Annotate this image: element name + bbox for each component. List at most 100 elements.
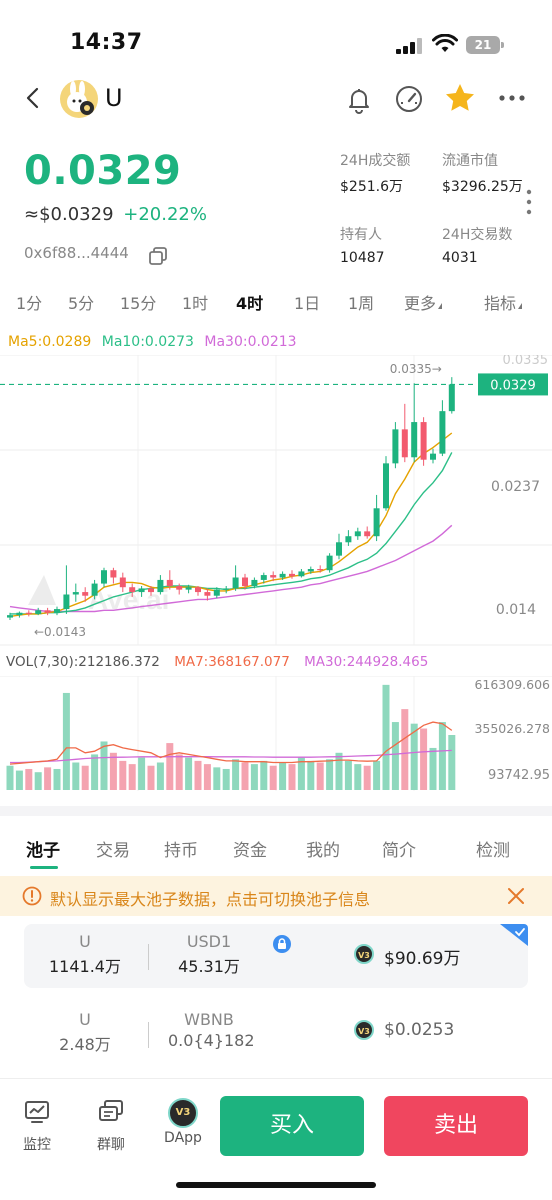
candle [148,586,154,596]
volume-bar [119,760,127,790]
volume-bar [25,768,33,790]
candle [260,572,267,584]
price-usd: ≈$0.0329 [24,204,114,225]
tab-more[interactable]: 更多 [404,290,443,314]
volume-bar [222,768,230,790]
pool-token-a: U 2.48万 [59,1010,111,1054]
high-price-label: 0.0335→ [390,362,442,376]
buy-button[interactable]: 买入 [220,1096,364,1156]
candle [223,586,230,594]
volume-bar [44,767,52,790]
tab-trades[interactable]: 交易 [96,841,130,861]
tab-4h[interactable]: 4时 [236,294,264,313]
candle [383,456,389,511]
nav-group-chat[interactable]: 群聊 [86,1098,136,1154]
tab-audit[interactable]: 检测 [476,841,510,861]
vol-label: VOL(7,30):212186.372 [6,654,160,670]
price-change: +20.22% [123,204,207,225]
candle [44,607,51,616]
tab-1d[interactable]: 1日 [294,294,321,313]
more-options-icon[interactable] [498,86,526,110]
divider [148,1022,149,1048]
candle [176,583,183,595]
volume-bar [166,743,174,790]
candle [373,494,380,542]
volume-bar [53,768,61,790]
tab-intro[interactable]: 简介 [382,841,416,861]
candle [336,533,342,560]
vol-axis-label: 93742.95 [488,768,550,783]
low-price-label: ←0.0143 [34,625,86,639]
candle [166,570,173,590]
candle [364,526,371,539]
candle [345,530,352,546]
header: U [0,78,552,120]
tab-5m[interactable]: 5分 [68,294,95,313]
tab-15m[interactable]: 15分 [120,294,157,313]
battery-icon: 21 [466,36,500,54]
tab-1w[interactable]: 1周 [348,294,375,313]
candle [401,403,408,463]
pool-row[interactable]: U 2.48万 WBNB 0.0{4}182 V3 $0.0253 [24,1002,528,1066]
candle [439,400,446,457]
pool-row[interactable]: U 1141.4万 USD1 45.31万 V3 $90.69万 [24,924,528,988]
pool-token-b: USD1 45.31万 [178,932,240,976]
copy-icon[interactable] [148,246,168,266]
wifi-icon [432,34,458,52]
volume-bar [382,684,390,790]
vol-axis-label: 616309.606 [474,677,550,692]
current-price: 0.0329 [24,148,182,194]
volume-bar [6,765,14,790]
candle [448,377,455,414]
candlestick-chart[interactable]: Ave.ai 0.0329 0.0335→ ←0.0143 0.0335 0.0… [0,355,552,647]
back-arrow-icon[interactable] [22,86,46,110]
candle [317,565,324,573]
pool-token-a: U 1141.4万 [49,932,121,976]
tab-1h[interactable]: 1时 [182,294,209,313]
y-axis-label: 0.014 [496,602,536,618]
stats-more-icon[interactable] [526,188,532,216]
candle [7,612,13,620]
nav-monitor[interactable]: 监控 [12,1098,62,1154]
ma10-label: Ma10:0.0273 [101,334,194,350]
gauge-icon[interactable] [394,84,424,114]
volume-bar [15,770,23,790]
vol-axis-label: 355026.278 [474,721,550,736]
token-avatar [60,80,98,118]
volume-bar [438,722,446,790]
favorite-star-icon[interactable] [444,82,476,114]
tab-holders[interactable]: 持币 [164,841,198,861]
candle [16,611,23,618]
volume-bar [260,760,268,790]
watermark: Ave.ai [28,575,169,615]
nav-dapp[interactable]: V3 DApp [158,1098,208,1146]
tab-more-label: 更多 [404,294,437,313]
ma30-line [9,524,453,613]
candle [420,417,427,466]
signal-icon [396,38,424,54]
chart-grid [0,355,552,646]
tab-pools[interactable]: 池子 [26,841,60,861]
ma5-label: Ma5:0.0289 [8,334,92,350]
tab-indicators[interactable]: 指标 [484,290,523,314]
sell-button[interactable]: 卖出 [384,1096,528,1156]
candle [54,606,60,616]
candle [195,586,201,596]
candle [63,565,70,614]
tab-1m[interactable]: 1分 [16,294,43,313]
bell-icon[interactable] [344,84,374,114]
battery-tip [501,42,504,48]
candle [242,573,248,590]
volume-bar [34,772,42,790]
ma30-label: Ma30:0.0213 [204,334,297,350]
volume-bar [156,762,164,790]
tab-mine[interactable]: 我的 [306,841,340,861]
vol-ma7-label: MA7:368167.077 [174,654,290,670]
candle [213,587,220,599]
volume-bar [401,709,409,790]
tab-funds[interactable]: 资金 [233,841,267,861]
volume-ma30-line [10,749,452,764]
section-divider [0,806,552,816]
pool-notice-banner[interactable]: 默认显示最大池子数据，点击可切换池子信息 [0,876,552,916]
close-icon[interactable] [506,886,526,906]
